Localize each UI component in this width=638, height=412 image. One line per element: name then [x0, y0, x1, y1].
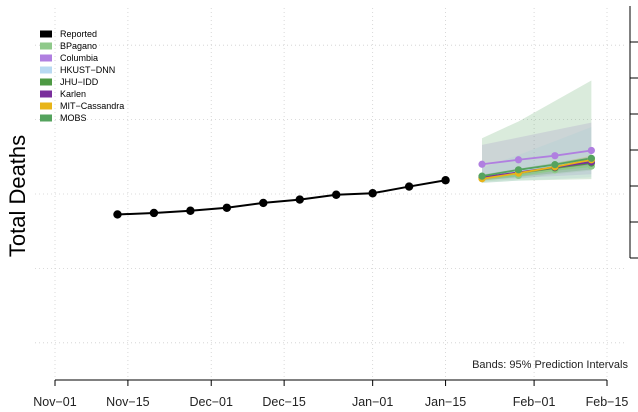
point-0-0 — [113, 210, 122, 219]
legend-swatch-7 — [40, 114, 52, 122]
x-tick-label-2: Dec−01 — [190, 395, 233, 409]
point-0-4 — [259, 198, 268, 208]
x-tick-label-3: Dec−15 — [262, 395, 305, 409]
x-tick-label-1: Nov−15 — [106, 395, 149, 409]
x-tick-label-5: Jan−15 — [425, 395, 466, 409]
x-axis: Nov−01 Nov−15 Dec−01 Dec−15 Jan−01 Jan−15 Feb−… — [33, 379, 629, 409]
legend-label-7: MOBS — [60, 113, 87, 123]
legend-label-6: MIT−Cassandra — [60, 101, 124, 111]
point-7-0 — [478, 172, 486, 180]
legend-label-5: Karlen — [60, 89, 86, 99]
legend-label-2: Columbia — [60, 53, 98, 63]
point-0-6 — [332, 190, 341, 199]
series-line-2 — [481, 149, 592, 166]
legend-label-3: HKUST−DNN — [60, 65, 115, 75]
y-axis-label: Total Deaths — [5, 135, 30, 257]
right-axis — [629, 6, 638, 259]
point-7-3 — [587, 154, 595, 162]
point-2-3 — [587, 146, 595, 155]
legend-label-1: BPagano — [60, 41, 97, 51]
x-tick-label-6: Feb−01 — [513, 395, 556, 409]
series-line-1 — [481, 165, 592, 180]
x-tick-label-0: Nov−01 — [33, 395, 76, 409]
point-0-7 — [368, 189, 377, 198]
point-0-2 — [186, 206, 195, 215]
legend-swatch-1 — [40, 42, 52, 50]
point-0-9 — [441, 176, 450, 185]
legend-label-0: Reported — [60, 29, 97, 39]
point-0-8 — [404, 182, 414, 191]
legend-swatch-3 — [40, 66, 52, 74]
point-2-1 — [514, 156, 523, 164]
x-tick-label-4: Jan−01 — [352, 395, 393, 409]
legend-swatch-6 — [40, 102, 52, 110]
legend-label-4: JHU−IDD — [60, 77, 99, 87]
grid-lines — [35, 8, 627, 380]
legend-swatch-4 — [40, 78, 52, 86]
series-line-7 — [481, 157, 592, 178]
legend-swatch-2 — [40, 54, 52, 62]
legend: Reported BPagano Columbia HKUST−DNN JHU−IDD K… — [40, 29, 124, 123]
series-line-0 — [117, 179, 446, 216]
series-line-6 — [481, 158, 592, 180]
point-2-2 — [551, 152, 559, 160]
legend-swatch-0 — [40, 30, 52, 38]
legend-swatch-5 — [40, 90, 52, 98]
point-7-1 — [514, 166, 523, 174]
x-tick-label-7: Feb−15 — [586, 395, 629, 409]
bands-note: Bands: 95% Prediction Intervals — [472, 359, 628, 371]
point-0-3 — [222, 203, 232, 212]
point-0-5 — [295, 195, 304, 204]
band-7 — [482, 80, 592, 183]
point-0-1 — [149, 208, 159, 218]
series-lines — [117, 149, 592, 216]
series-points — [113, 146, 595, 219]
point-7-2 — [551, 161, 559, 169]
point-2-0 — [478, 160, 486, 168]
